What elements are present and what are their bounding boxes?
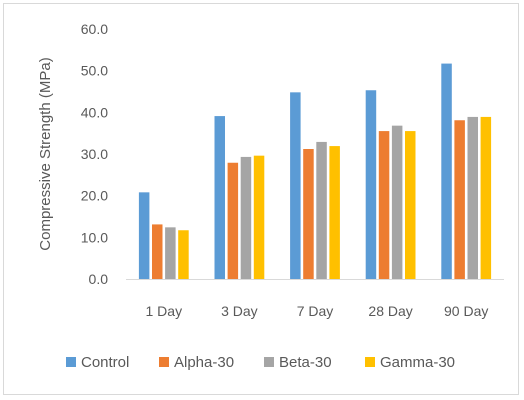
x-tick-label: 90 Day: [444, 303, 488, 319]
bar-alpha-30-7-day: [303, 149, 314, 279]
x-tick-label: 28 Day: [368, 303, 412, 319]
legend-label: Control: [81, 354, 129, 371]
y-tick-label: 40.0: [81, 104, 108, 120]
bar-control-3-day: [214, 116, 225, 279]
bar-control-90-day: [441, 63, 452, 280]
y-tick-label: 30.0: [81, 146, 108, 162]
bar-gamma-30-90-day: [480, 116, 492, 280]
y-tick-label: 60.0: [81, 21, 108, 37]
bar-beta-30-28-day: [391, 125, 403, 280]
legend-swatch: [365, 357, 375, 367]
x-tick-label: 7 Day: [297, 303, 334, 319]
legend-swatch: [66, 357, 76, 367]
bar-gamma-30-1-day: [178, 230, 189, 279]
y-tick-label: 10.0: [81, 229, 108, 245]
bar-alpha-30-1-day: [152, 224, 163, 279]
bar-gamma-30-28-day: [405, 131, 416, 279]
bar-gamma-30-7-day: [329, 146, 340, 279]
y-axis-title: Compressive Strength (MPa): [37, 57, 54, 250]
bar-beta-30-3-day: [240, 156, 252, 279]
legend-label: Alpha-30: [174, 354, 234, 371]
bar-gamma-30-3-day: [253, 155, 265, 279]
chart-area: 0.0 10.0 20.0 30.0 40.0 50.0 60.0 Compressive …: [3, 3, 519, 395]
chart-svg: 0.0 10.0 20.0 30.0 40.0 50.0 60.0 Compressive …: [37, 21, 504, 371]
bar-control-1-day: [138, 192, 150, 279]
bar-beta-30-1-day: [165, 227, 176, 279]
legend-label: Gamma-30: [380, 354, 455, 371]
bar-control-28-day: [365, 90, 377, 279]
legend-swatch: [159, 357, 169, 367]
legend-label: Beta-30: [279, 354, 332, 371]
legend: Control Alpha-30 Beta-30 Gamma-30: [66, 354, 455, 371]
x-tick-label: 1 Day: [146, 303, 183, 319]
bar-control-7-day: [290, 92, 301, 279]
bar-alpha-30-3-day: [227, 162, 239, 279]
bar-beta-30-7-day: [316, 141, 327, 279]
y-axis-ticks: 0.0 10.0 20.0 30.0 40.0 50.0 60.0: [81, 21, 108, 287]
y-tick-label: 50.0: [81, 63, 108, 79]
y-tick-label: 0.0: [89, 271, 109, 287]
x-axis-ticks: 1 Day 3 Day 7 Day 28 Day 90 Day: [146, 303, 489, 319]
bar-beta-30-90-day: [467, 116, 478, 280]
x-tick-label: 3 Day: [221, 303, 258, 319]
y-tick-label: 20.0: [81, 188, 108, 204]
bars: [138, 63, 492, 280]
bar-alpha-30-28-day: [378, 131, 390, 279]
legend-swatch: [264, 357, 274, 367]
bar-alpha-30-90-day: [454, 120, 465, 279]
